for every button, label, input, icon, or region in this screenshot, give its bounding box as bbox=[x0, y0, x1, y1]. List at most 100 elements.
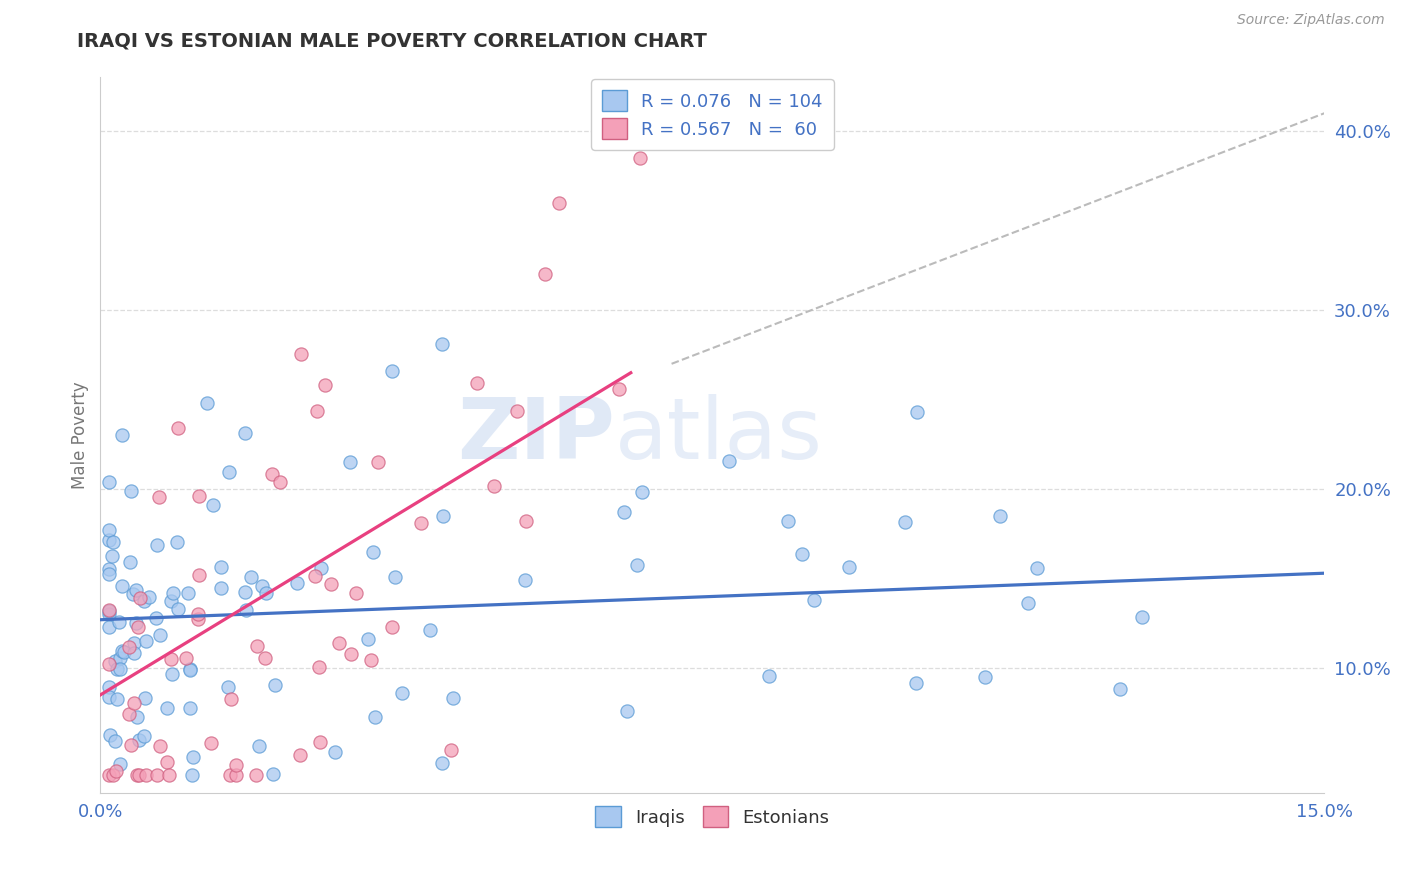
Point bbox=[513, 573, 536, 587]
Point bbox=[290, 347, 312, 361]
Point bbox=[97, 524, 120, 538]
Point bbox=[107, 615, 129, 630]
Point bbox=[187, 607, 209, 622]
Point bbox=[135, 633, 157, 648]
Point bbox=[156, 755, 179, 769]
Point bbox=[134, 690, 156, 705]
Point bbox=[364, 710, 387, 724]
Point bbox=[188, 489, 211, 503]
Point bbox=[149, 627, 172, 641]
Point bbox=[974, 670, 997, 684]
Point bbox=[250, 579, 273, 593]
Point bbox=[209, 582, 232, 596]
Point bbox=[128, 733, 150, 747]
Point bbox=[108, 651, 131, 665]
Point bbox=[122, 696, 145, 710]
Point bbox=[1109, 681, 1132, 696]
Point bbox=[626, 558, 648, 573]
Point bbox=[246, 639, 269, 653]
Point bbox=[339, 454, 361, 468]
Point bbox=[181, 749, 204, 764]
Point bbox=[613, 505, 636, 519]
Point bbox=[132, 594, 155, 608]
Point bbox=[217, 680, 239, 694]
Point bbox=[97, 768, 120, 782]
Point bbox=[138, 590, 160, 604]
Point bbox=[122, 635, 145, 649]
Point bbox=[135, 768, 157, 782]
Point bbox=[253, 650, 276, 665]
Point bbox=[607, 382, 630, 396]
Point bbox=[340, 647, 363, 661]
Point bbox=[381, 620, 404, 634]
Text: atlas: atlas bbox=[614, 394, 823, 477]
Text: ZIP: ZIP bbox=[457, 394, 614, 477]
Point bbox=[288, 747, 311, 762]
Point bbox=[264, 677, 287, 691]
Point bbox=[120, 738, 142, 752]
Point bbox=[247, 739, 270, 753]
Point bbox=[121, 587, 143, 601]
Point bbox=[430, 337, 453, 351]
Point bbox=[547, 195, 569, 210]
Point bbox=[160, 594, 183, 608]
Point bbox=[108, 756, 131, 771]
Point bbox=[104, 654, 127, 668]
Point bbox=[128, 768, 150, 782]
Point bbox=[179, 701, 201, 715]
Point bbox=[188, 567, 211, 582]
Point bbox=[98, 690, 121, 704]
Point bbox=[118, 640, 141, 655]
Point bbox=[233, 585, 256, 599]
Point bbox=[907, 405, 929, 419]
Point bbox=[628, 151, 651, 165]
Point bbox=[181, 768, 204, 782]
Point bbox=[104, 734, 127, 748]
Point bbox=[803, 593, 825, 607]
Point bbox=[411, 516, 433, 531]
Point bbox=[174, 651, 197, 665]
Point bbox=[162, 667, 184, 681]
Point bbox=[179, 662, 201, 676]
Point bbox=[127, 620, 149, 634]
Point bbox=[97, 566, 120, 581]
Point bbox=[112, 645, 135, 659]
Point bbox=[905, 675, 928, 690]
Point bbox=[309, 561, 332, 575]
Point bbox=[132, 729, 155, 743]
Point bbox=[157, 768, 180, 782]
Point bbox=[305, 403, 328, 417]
Point bbox=[893, 515, 915, 529]
Point bbox=[245, 767, 267, 781]
Point bbox=[384, 570, 406, 584]
Point bbox=[97, 604, 120, 618]
Point bbox=[391, 686, 413, 700]
Point bbox=[202, 498, 225, 512]
Point bbox=[988, 508, 1011, 523]
Point bbox=[125, 583, 148, 598]
Point bbox=[101, 535, 124, 549]
Point bbox=[344, 585, 367, 599]
Point bbox=[118, 706, 141, 721]
Point bbox=[97, 603, 120, 617]
Point bbox=[146, 768, 169, 782]
Point bbox=[177, 586, 200, 600]
Point bbox=[111, 427, 134, 442]
Point bbox=[440, 742, 463, 756]
Point bbox=[1130, 609, 1153, 624]
Point bbox=[304, 569, 326, 583]
Point bbox=[209, 559, 232, 574]
Point bbox=[122, 646, 145, 660]
Text: IRAQI VS ESTONIAN MALE POVERTY CORRELATION CHART: IRAQI VS ESTONIAN MALE POVERTY CORRELATI… bbox=[77, 31, 707, 50]
Point bbox=[104, 764, 127, 778]
Text: Source: ZipAtlas.com: Source: ZipAtlas.com bbox=[1237, 13, 1385, 28]
Point bbox=[125, 709, 148, 723]
Point bbox=[148, 490, 170, 504]
Point bbox=[314, 377, 336, 392]
Point bbox=[484, 479, 506, 493]
Point bbox=[101, 768, 124, 782]
Point bbox=[97, 475, 120, 490]
Point bbox=[145, 611, 167, 625]
Point bbox=[97, 620, 120, 634]
Point bbox=[125, 615, 148, 630]
